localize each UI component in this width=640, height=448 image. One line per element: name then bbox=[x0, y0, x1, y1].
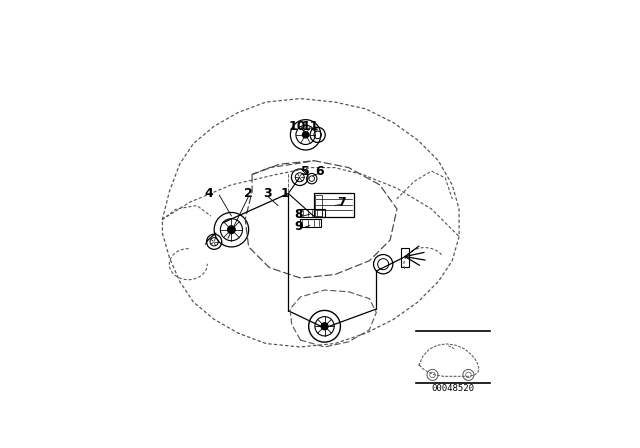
Text: 2: 2 bbox=[244, 187, 253, 200]
Bar bbox=[300, 209, 324, 217]
Text: 00048520: 00048520 bbox=[431, 383, 474, 392]
Circle shape bbox=[303, 132, 308, 138]
Bar bbox=[401, 248, 409, 267]
Circle shape bbox=[321, 323, 328, 330]
Bar bbox=[314, 193, 354, 216]
Bar bbox=[315, 195, 322, 216]
Text: 7: 7 bbox=[337, 196, 346, 209]
Text: 4: 4 bbox=[205, 187, 213, 200]
Text: 11: 11 bbox=[301, 120, 319, 133]
Bar bbox=[300, 220, 321, 227]
Text: 5: 5 bbox=[301, 164, 310, 177]
Text: 6: 6 bbox=[315, 164, 324, 177]
Circle shape bbox=[228, 226, 236, 233]
Text: 3: 3 bbox=[263, 187, 272, 200]
Text: 10: 10 bbox=[288, 120, 306, 133]
Text: 1: 1 bbox=[280, 187, 289, 200]
Text: 8: 8 bbox=[294, 208, 303, 221]
Text: 9: 9 bbox=[294, 220, 303, 233]
